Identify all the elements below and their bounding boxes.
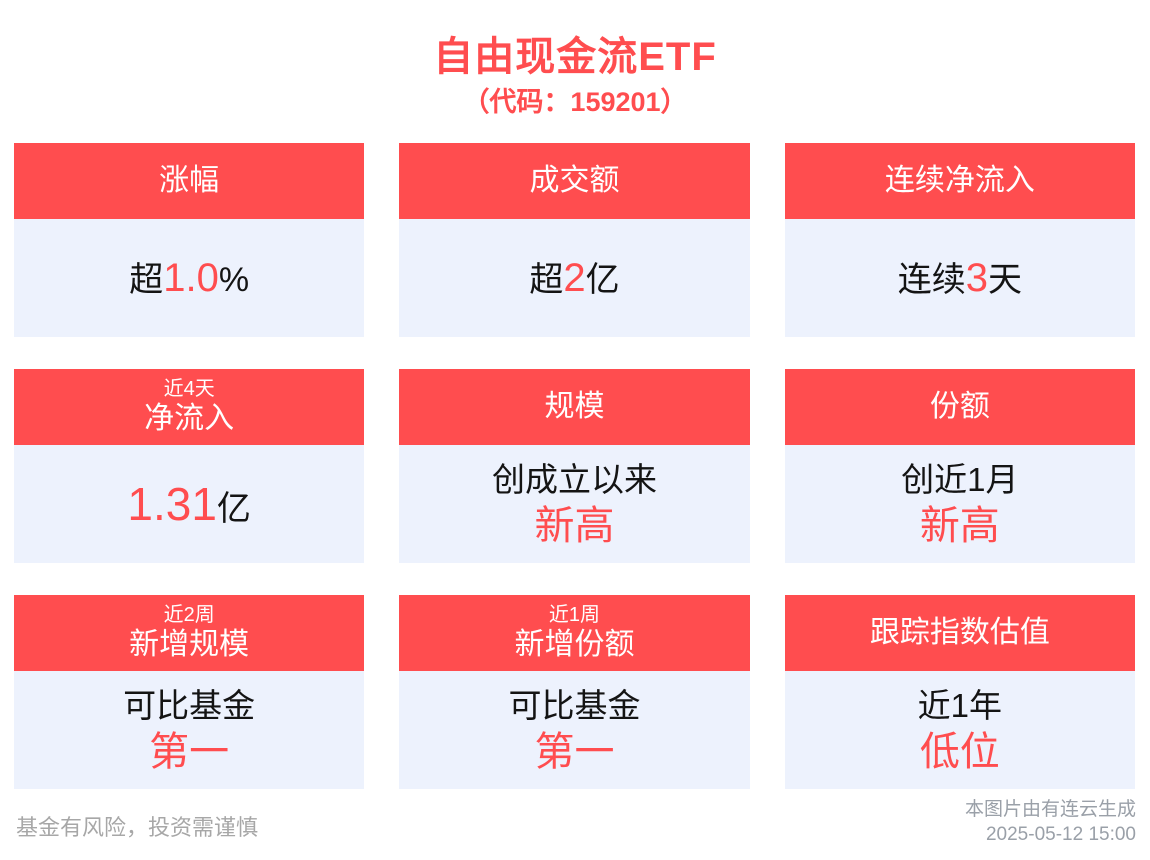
card-change-body: 超1.0%	[14, 219, 365, 337]
card-new-shares-body: 可比基金 第一	[399, 671, 750, 789]
card-new-aum: 近2周 新增规模 可比基金 第一	[14, 595, 365, 789]
card-index-valuation-body: 近1年 低位	[784, 671, 1135, 789]
value-highlight: 新高	[534, 504, 615, 549]
card-new-aum-header: 近2周 新增规模	[14, 595, 365, 671]
card-aum-header: 规模	[399, 369, 750, 445]
card-net-inflow-value-line: 1.31亿	[127, 481, 251, 527]
value-caption: 创成立以来	[491, 460, 657, 498]
card-change: 涨幅 超1.0%	[14, 143, 365, 337]
value-prefix: 连续	[897, 261, 966, 299]
value-caption: 可比基金	[123, 686, 256, 724]
value-number: 1.31	[127, 478, 217, 530]
card-streak-inflow: 连续净流入 连续3天	[784, 143, 1135, 337]
card-turnover-value-line: 超2亿	[529, 258, 619, 298]
value-prefix: 超	[129, 261, 164, 299]
value-prefix: 超	[529, 261, 564, 299]
card-new-aum-value-stack: 可比基金 第一	[123, 684, 255, 777]
card-streak-inflow-header-title: 连续净流入	[884, 163, 1035, 197]
card-aum-header-title: 规模	[544, 389, 605, 423]
value-highlight: 第一	[534, 730, 615, 775]
card-net-inflow-body: 1.31亿	[14, 445, 365, 563]
card-new-shares-header-period: 近1周	[548, 603, 601, 626]
card-turnover-header: 成交额	[399, 143, 750, 219]
card-change-header: 涨幅	[14, 143, 365, 219]
card-index-valuation: 跟踪指数估值 近1年 低位	[784, 595, 1135, 789]
value-highlight: 低位	[919, 730, 1000, 775]
card-aum-value-stack: 创成立以来 新高	[492, 458, 657, 551]
timestamp: 2025-05-12 15:00	[985, 823, 1136, 845]
card-change-value-line: 超1.0%	[129, 258, 249, 298]
card-aum: 规模 创成立以来 新高	[399, 369, 750, 563]
value-caption: 可比基金	[508, 686, 641, 724]
card-new-aum-body: 可比基金 第一	[14, 671, 365, 789]
value-number: 3	[965, 256, 988, 300]
card-shares-header-title: 份额	[929, 389, 990, 423]
value-suffix: 亿	[585, 261, 620, 299]
card-new-shares-value-stack: 可比基金 第一	[508, 684, 640, 777]
generation-credit: 本图片由有连云生成 2025-05-12 15:00	[965, 798, 1136, 847]
card-change-header-title: 涨幅	[159, 163, 220, 197]
card-index-valuation-header-title: 跟踪指数估值	[869, 615, 1050, 649]
value-caption: 近1年	[917, 686, 1002, 724]
card-turnover-header-title: 成交额	[529, 163, 620, 197]
card-index-valuation-value-stack: 近1年 低位	[918, 684, 1002, 777]
card-shares-header: 份额	[784, 369, 1135, 445]
card-net-inflow: 近4天 净流入 1.31亿	[14, 369, 365, 563]
risk-disclaimer: 基金有风险，投资需谨慎	[16, 815, 259, 840]
page-subtitle-code: （代码：159201）	[462, 87, 688, 117]
card-new-aum-header-period: 近2周	[163, 603, 215, 626]
card-new-aum-header-title: 新增规模	[129, 627, 250, 661]
credit-line: 本图片由有连云生成	[964, 799, 1136, 821]
card-shares-value-stack: 创近1月 新高	[901, 458, 1018, 551]
card-index-valuation-header: 跟踪指数估值	[784, 595, 1135, 671]
card-net-inflow-header-period: 近4天	[163, 377, 215, 400]
value-suffix: 天	[987, 261, 1022, 299]
card-turnover-body: 超2亿	[399, 219, 750, 337]
stat-card-grid: 涨幅 超1.0% 成交额 超2亿 连续净流入 连续3天	[14, 143, 1135, 789]
card-streak-inflow-body: 连续3天	[784, 219, 1135, 337]
card-net-inflow-header-title: 净流入	[144, 401, 235, 435]
value-highlight: 新高	[919, 504, 1000, 549]
card-new-shares-header: 近1周 新增份额	[399, 595, 750, 671]
value-number: 2	[563, 256, 586, 300]
card-shares-body: 创近1月 新高	[784, 445, 1135, 563]
card-streak-inflow-header: 连续净流入	[784, 143, 1135, 219]
value-suffix: 亿	[216, 490, 251, 528]
card-net-inflow-header: 近4天 净流入	[14, 369, 365, 445]
value-number: 1.0	[163, 256, 219, 300]
card-streak-inflow-value-line: 连续3天	[898, 258, 1022, 298]
value-suffix: %	[218, 261, 250, 299]
value-highlight: 第一	[149, 730, 230, 775]
page-title: 自由现金流ETF	[433, 35, 717, 79]
value-caption: 创近1月	[901, 460, 1019, 498]
card-new-shares-header-title: 新增份额	[514, 627, 635, 661]
card-new-shares: 近1周 新增份额 可比基金 第一	[399, 595, 750, 789]
card-aum-body: 创成立以来 新高	[399, 445, 750, 563]
card-shares: 份额 创近1月 新高	[784, 369, 1135, 563]
card-turnover: 成交额 超2亿	[399, 143, 750, 337]
